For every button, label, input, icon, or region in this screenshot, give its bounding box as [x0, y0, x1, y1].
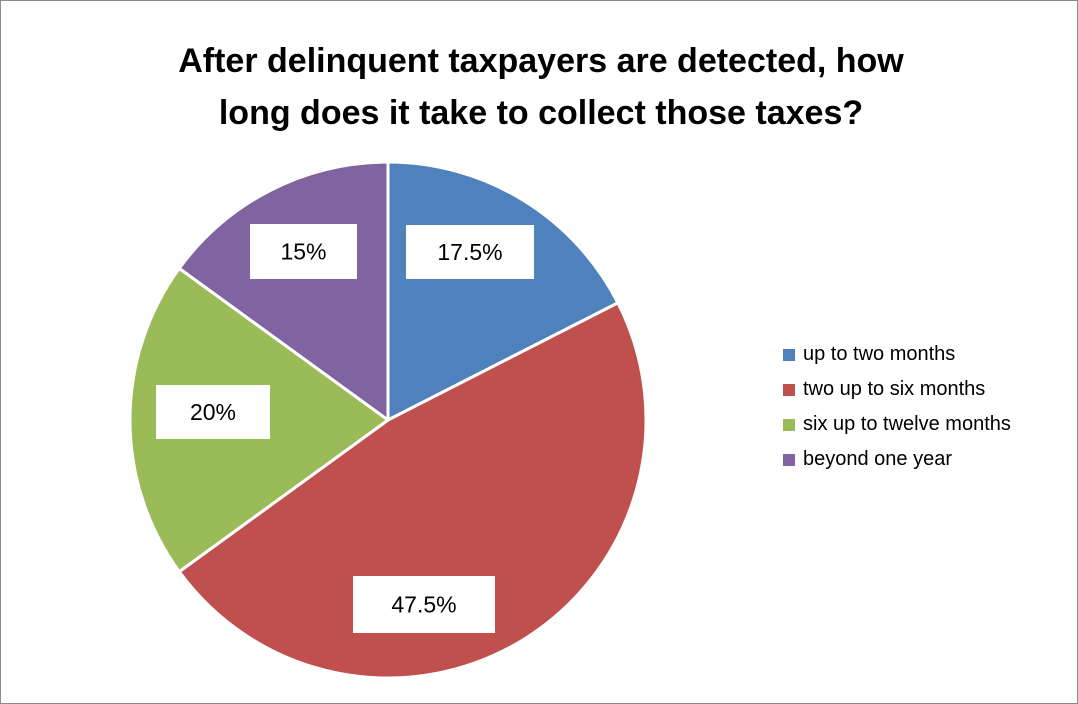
data-label-box: [250, 224, 357, 279]
chart-title-line-1: After delinquent taxpayers are detected,…: [178, 42, 904, 80]
legend-label: six up to twelve months: [803, 413, 1011, 435]
legend-swatch: [783, 383, 795, 396]
chart-title-line-2: long does it take to collect those taxes…: [218, 94, 864, 132]
legend-label: up to two months: [803, 343, 956, 365]
legend-item-two-up-to-six-months: two up to six months: [783, 372, 1011, 407]
data-label: 47.5%: [391, 592, 456, 618]
legend-label: two up to six months: [803, 378, 986, 400]
legend-label: beyond one year: [803, 448, 953, 470]
legend-swatch: [783, 418, 795, 431]
data-label-box: [353, 576, 495, 633]
data-label: 20%: [190, 399, 236, 425]
chart-title: After delinquent taxpayers are detected,…: [41, 35, 1041, 139]
data-labels: 17.5% 47.5% 20% 15%: [156, 224, 534, 633]
legend-swatch: [783, 348, 795, 361]
legend: up to two months two up to six months si…: [783, 337, 1011, 477]
data-label-box: [406, 225, 534, 279]
legend-item-six-up-to-twelve-months: six up to twelve months: [783, 407, 1011, 442]
data-label: 15%: [280, 239, 326, 265]
legend-swatch: [783, 453, 795, 466]
data-label: 17.5%: [437, 239, 502, 265]
data-label-box: [156, 385, 270, 439]
pie-slice-two-up-to-six-months: [177, 301, 648, 680]
legend-item-beyond-one-year: beyond one year: [783, 442, 1011, 477]
legend-item-up-to-two-months: up to two months: [783, 337, 1011, 372]
